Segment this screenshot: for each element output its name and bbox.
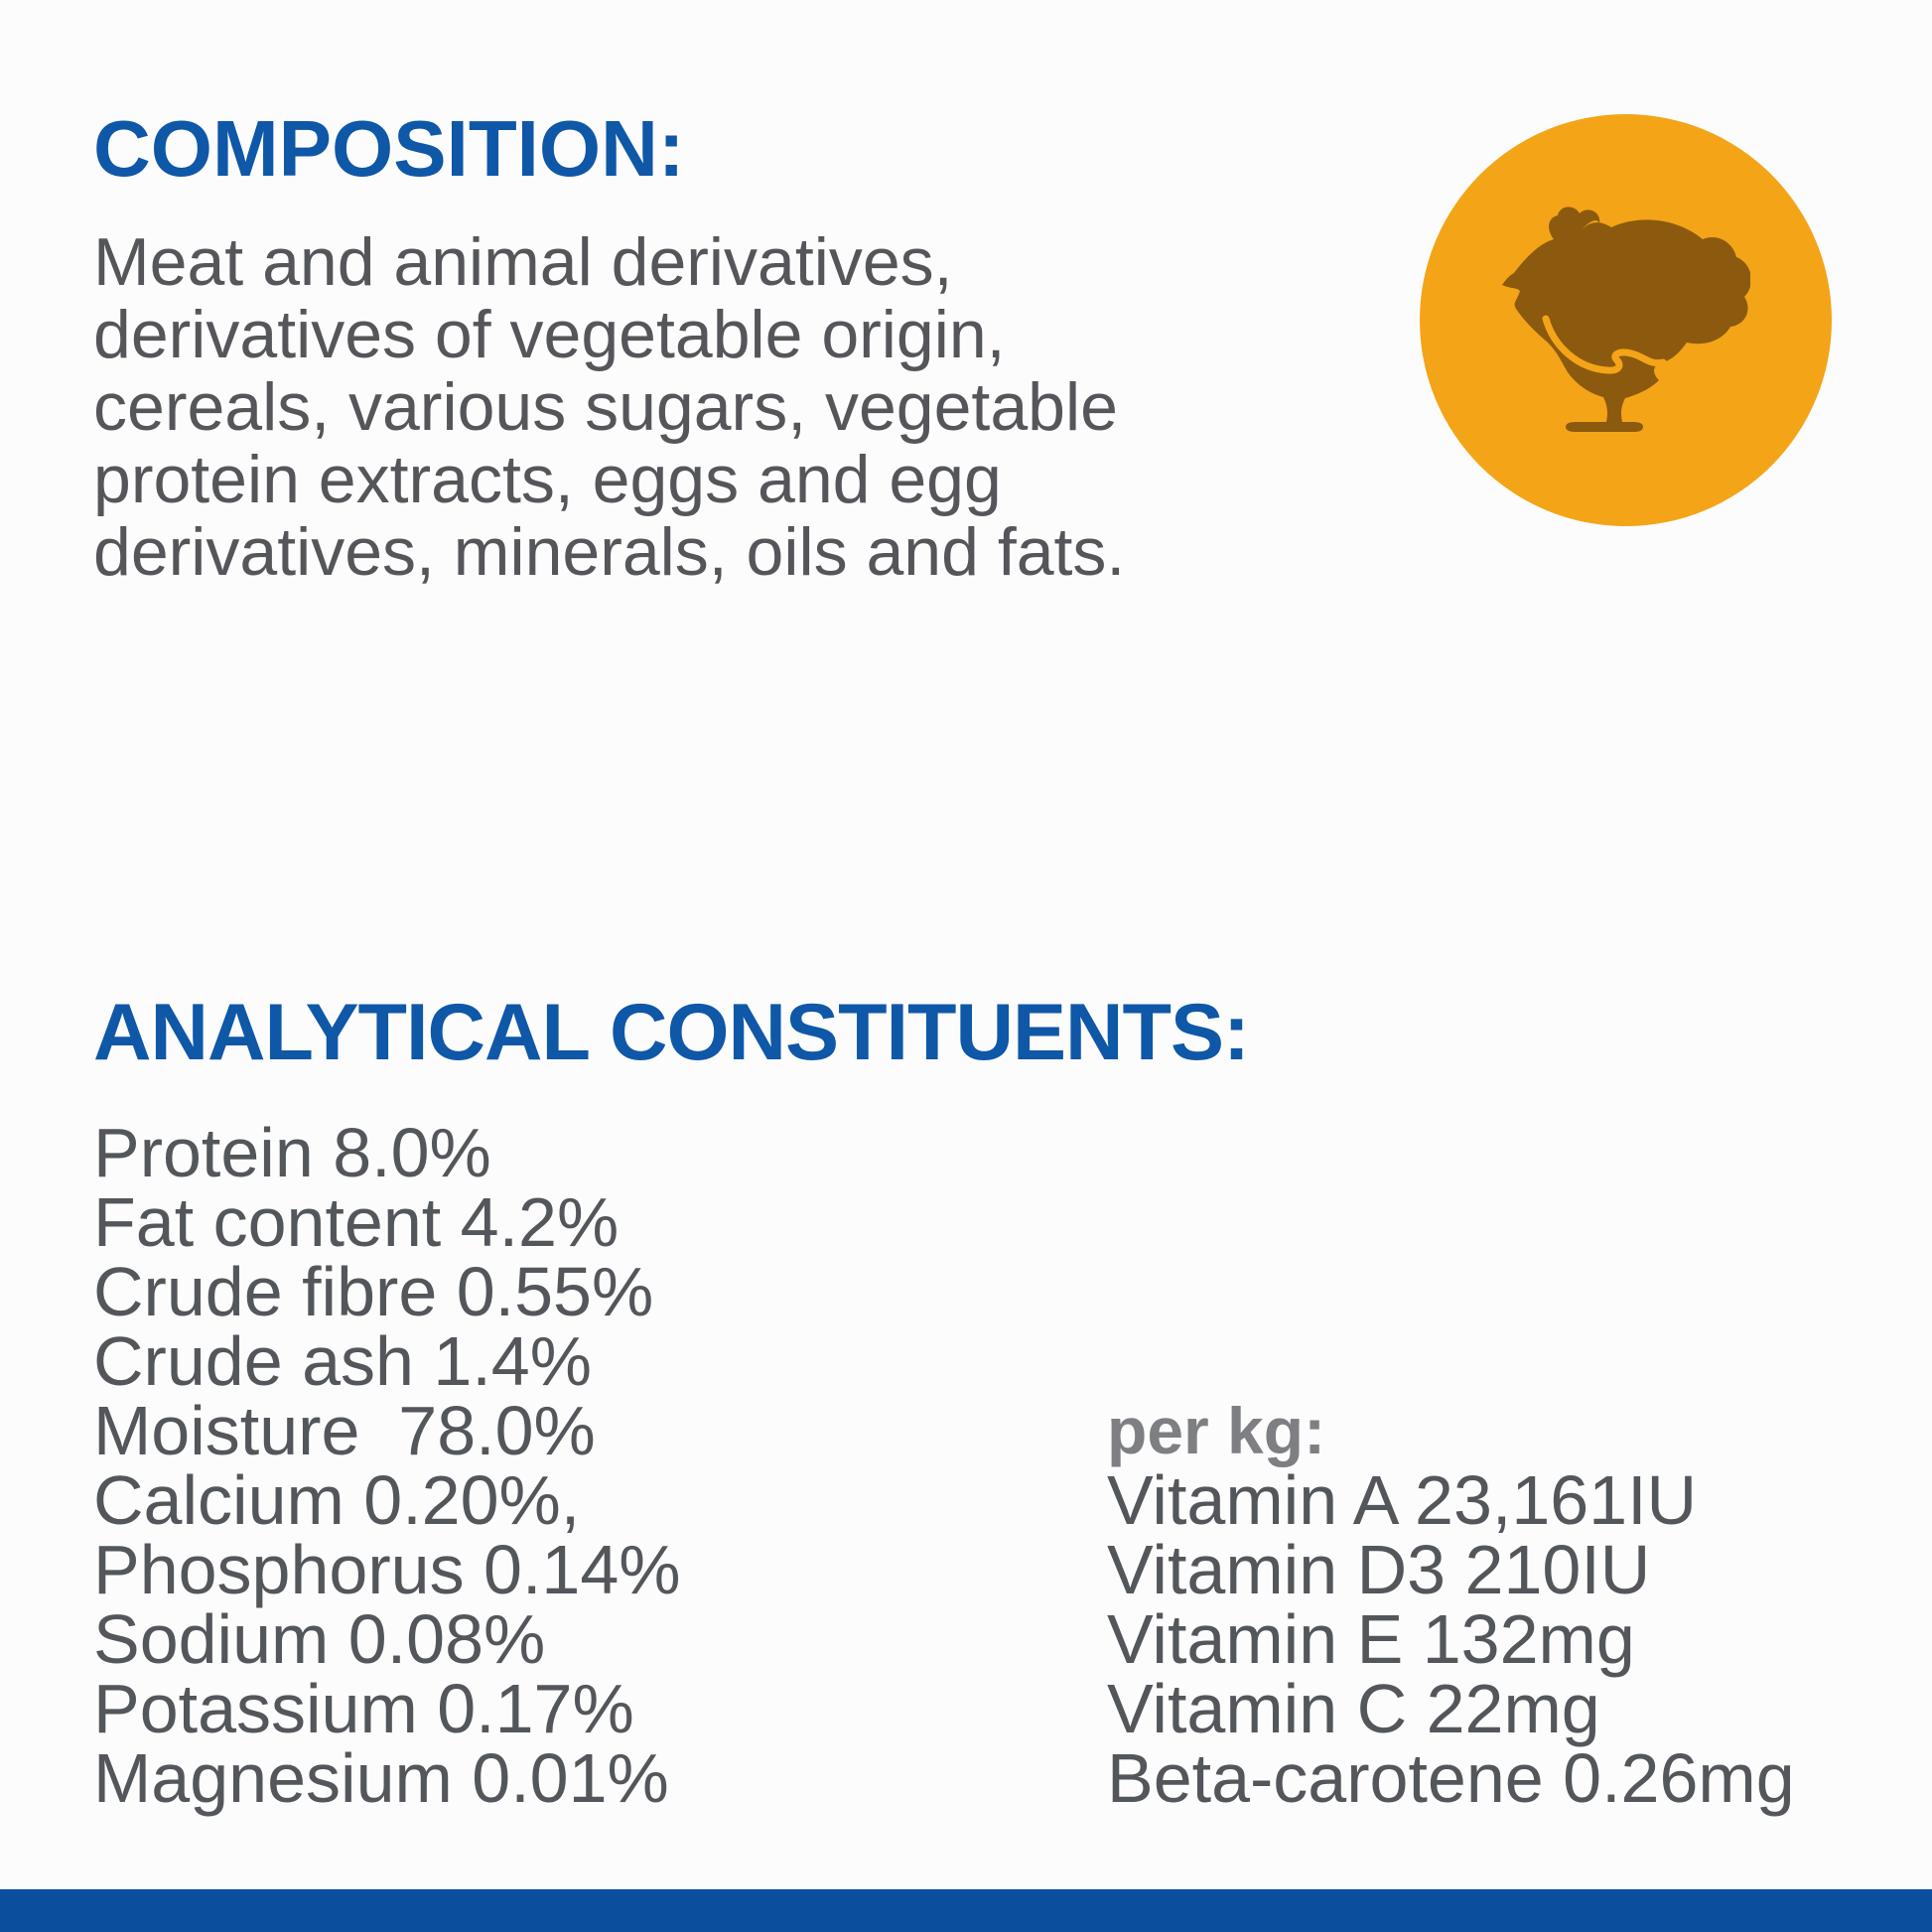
composition-line: protein extracts, eggs and egg bbox=[93, 442, 1002, 517]
per-kg-item: Vitamin A 23,161IU bbox=[1107, 1461, 1698, 1539]
composition-line: cereals, various sugars, vegetable bbox=[93, 369, 1118, 445]
analytical-title: ANALYTICAL CONSTITUENTS: bbox=[93, 988, 1250, 1077]
analytical-item: Calcium 0.20%, bbox=[93, 1461, 581, 1539]
analytical-item: Sodium 0.08% bbox=[93, 1600, 546, 1678]
per-kg-item: Beta-carotene 0.26mg bbox=[1107, 1739, 1795, 1817]
analytical-item: Moisture 78.0% bbox=[93, 1392, 596, 1469]
per-kg-label: per kg: bbox=[1107, 1394, 1326, 1467]
per-kg-item: Vitamin D3 210IU bbox=[1107, 1531, 1651, 1608]
analytical-item: Protein 8.0% bbox=[93, 1114, 491, 1191]
composition-body: Meat and animal derivatives, derivatives… bbox=[93, 226, 1125, 589]
composition-line: Meat and animal derivatives, bbox=[93, 224, 953, 300]
analytical-item: Crude fibre 0.55% bbox=[93, 1253, 654, 1330]
per-kg-item: Vitamin C 22mg bbox=[1107, 1670, 1600, 1747]
chicken-icon bbox=[1501, 207, 1750, 432]
footer-accent-bar bbox=[0, 1889, 1932, 1932]
analytical-item: Magnesium 0.01% bbox=[93, 1739, 669, 1817]
analytical-item: Potassium 0.17% bbox=[93, 1670, 634, 1747]
composition-line: derivatives of vegetable origin, bbox=[93, 297, 1006, 372]
chicken-badge bbox=[1420, 114, 1832, 526]
composition-line: derivatives, minerals, oils and fats. bbox=[93, 514, 1126, 590]
analytical-item: Phosphorus 0.14% bbox=[93, 1531, 681, 1608]
per-kg-item: Vitamin E 132mg bbox=[1107, 1600, 1635, 1678]
analytical-list: Protein 8.0% Fat content 4.2% Crude fibr… bbox=[93, 1118, 681, 1813]
per-kg-column: per kg: Vitamin A 23,161IU Vitamin D3 21… bbox=[1107, 1396, 1795, 1813]
analytical-item: Fat content 4.2% bbox=[93, 1183, 620, 1261]
composition-title: COMPOSITION: bbox=[93, 104, 685, 193]
analytical-item: Crude ash 1.4% bbox=[93, 1322, 592, 1400]
